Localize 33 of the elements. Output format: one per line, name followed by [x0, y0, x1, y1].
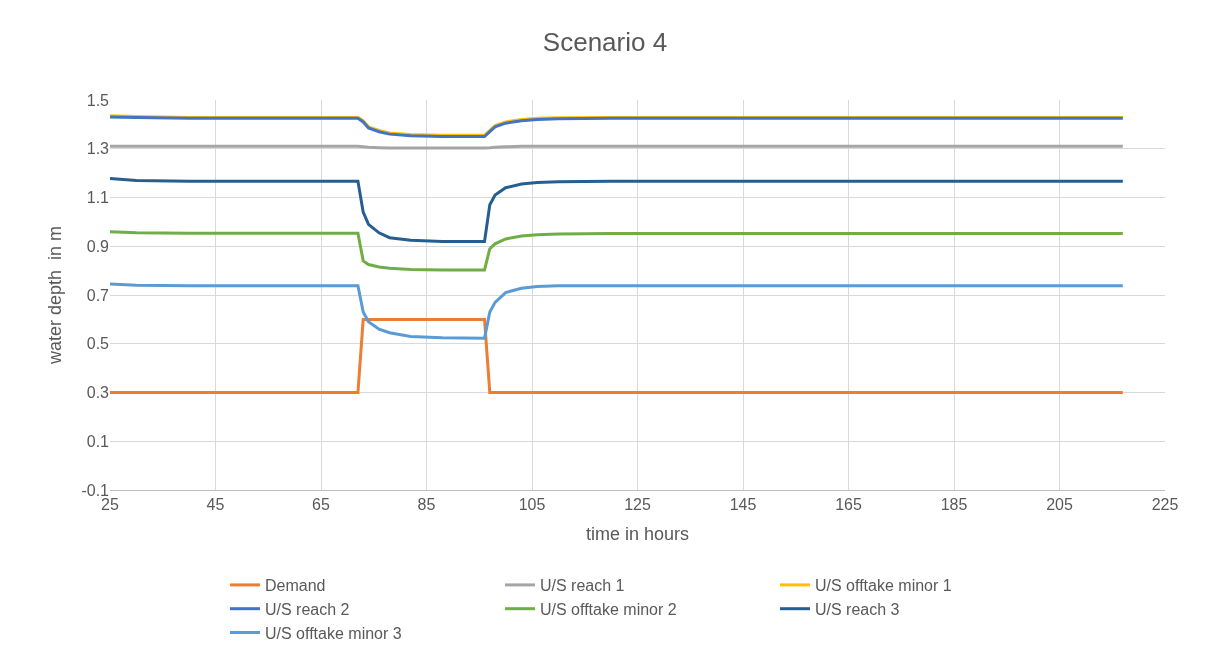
legend-label: Demand — [265, 577, 326, 595]
y-tick-label: 0.7 — [86, 286, 110, 304]
x-axis-title: time in hours — [585, 524, 690, 545]
x-tick-label: 185 — [940, 496, 968, 514]
y-tick-label: 1.1 — [86, 189, 110, 207]
legend-label: U/S reach 1 — [540, 577, 625, 595]
line-series — [110, 230, 1125, 272]
legend-label: U/S offtake minor 3 — [265, 624, 402, 642]
line-series — [110, 176, 1125, 243]
line-series — [110, 282, 1125, 340]
legend-label: U/S offtake minor 2 — [540, 600, 677, 618]
x-tick-label: 205 — [1046, 496, 1073, 514]
x-tick-label: 145 — [729, 496, 757, 514]
legend-label: U/S offtake minor 1 — [815, 577, 952, 595]
legend-label: U/S reach 2 — [265, 600, 350, 618]
y-tick-label: 0.1 — [86, 432, 110, 450]
x-tick-label: 65 — [312, 496, 330, 514]
x-tick-label: 125 — [624, 496, 651, 514]
chart-title: Scenario 4 — [542, 27, 668, 58]
y-tick-label: 0.3 — [86, 384, 110, 402]
x-tick-label: 45 — [206, 496, 225, 514]
x-tick-label: 25 — [101, 496, 119, 514]
y-tick-label: 1.5 — [86, 91, 110, 109]
x-tick-label: 165 — [835, 496, 862, 514]
y-tick-label: 1.3 — [86, 140, 110, 158]
y-tick-label: 0.5 — [86, 335, 110, 353]
x-tick-label: 105 — [518, 496, 546, 514]
y-tick-label: 0.9 — [86, 237, 110, 255]
x-tick-label: 225 — [1151, 496, 1179, 514]
y-axis-title: water depth in m — [44, 225, 65, 366]
y-tick-label: -0.1 — [81, 481, 110, 499]
legend-label: U/S reach 3 — [815, 600, 900, 618]
x-tick-label: 85 — [417, 496, 436, 514]
